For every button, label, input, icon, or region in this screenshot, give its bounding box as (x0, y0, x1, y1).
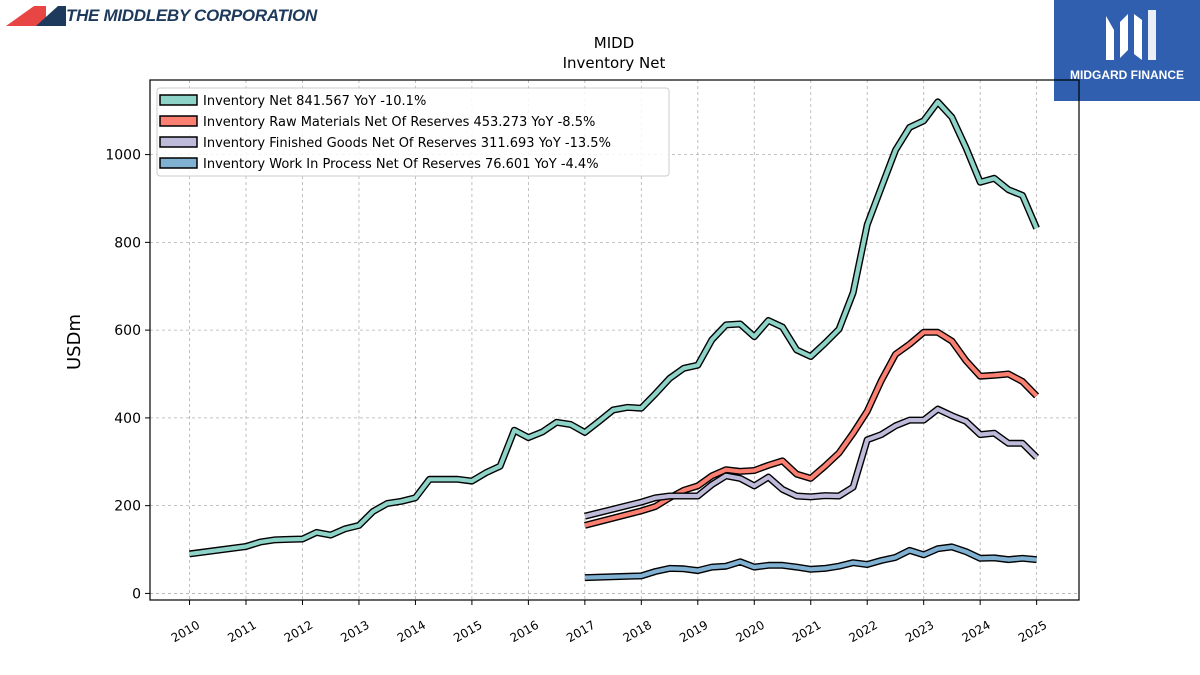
x-tick-label: 2017 (564, 618, 597, 645)
x-tick-label: 2011 (225, 618, 258, 645)
y-tick-label: 400 (114, 411, 141, 427)
brand-name: MIDGARD FINANCE (1070, 68, 1184, 82)
legend-label: Inventory Finished Goods Net Of Reserves… (203, 136, 611, 151)
x-tick-label: 2019 (677, 618, 710, 645)
series-line (189, 99, 1039, 556)
x-tick-label: 2024 (959, 618, 992, 645)
x-tick-label: 2016 (508, 618, 541, 645)
x-tick-label: 2012 (282, 618, 315, 645)
chart-subtitle: Inventory Net (563, 54, 666, 72)
series-line (584, 407, 1039, 519)
y-tick-label: 0 (132, 586, 141, 602)
legend-swatch (159, 157, 198, 169)
chart-title: MIDD (594, 34, 634, 52)
company-name: THE MIDDLEBY CORPORATION (66, 6, 317, 25)
legend-swatch (159, 94, 198, 106)
y-tick-label: 1000 (105, 148, 141, 164)
x-tick-label: 2023 (903, 618, 936, 645)
midgard-finance-logo: MIDGARD FINANCE (1054, 0, 1200, 101)
x-tick-label: 2013 (338, 618, 371, 645)
company-logo-stripes (6, 6, 66, 26)
legend-swatch (159, 136, 198, 148)
y-axis-label: USDm (64, 314, 85, 370)
legend-box (156, 87, 670, 177)
legend: Inventory Net 841.567 YoY -10.1% Inventor… (156, 87, 670, 177)
y-tick-label: 800 (114, 235, 141, 251)
legend-swatch (159, 115, 198, 127)
plot-frame (149, 79, 1080, 601)
x-tick-label: 2018 (621, 618, 654, 645)
x-tick-label: 2025 (1016, 618, 1049, 645)
x-tick-label: 2021 (790, 618, 823, 645)
axes: 2010 2011 2012 2013 2014 2015 2016 2017 2018 2019… (105, 148, 1049, 646)
y-tick-label: 200 (114, 499, 141, 515)
midgard-emblem-icon (1106, 10, 1156, 60)
series-line (584, 544, 1037, 580)
series-lines (189, 98, 1040, 582)
series-line (584, 330, 1039, 528)
y-tick-label: 600 (114, 323, 141, 339)
legend-label: Inventory Work In Process Net Of Reserve… (203, 157, 599, 172)
x-tick-label: 2015 (451, 618, 484, 645)
x-tick-label: 2010 (169, 618, 202, 645)
x-tick-label: 2020 (734, 618, 767, 645)
legend-label: Inventory Net 841.567 YoY -10.1% (203, 94, 426, 109)
x-tick-label: 2022 (846, 618, 879, 645)
x-tick-label: 2014 (395, 618, 428, 645)
legend-label: Inventory Raw Materials Net Of Reserves … (203, 115, 595, 130)
